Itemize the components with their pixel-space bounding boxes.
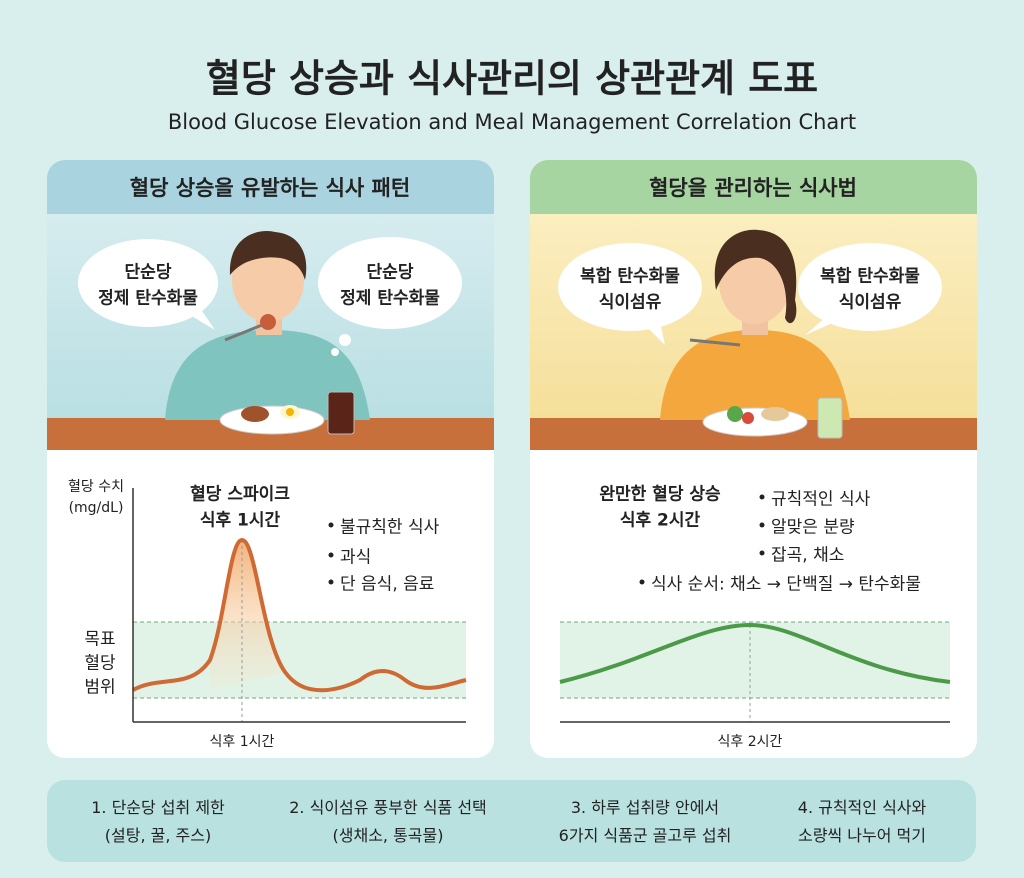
bullet: 단 음식, 음료 (340, 574, 435, 595)
x-label: 식후 2시간 (717, 734, 783, 750)
tip: 2. 식이섬유 풍부한 식품 선택 (289, 798, 487, 817)
bullet: 알맞은 분량 (771, 517, 855, 538)
title: 혈당 상승과 식사관리의 상관관계 도표 (205, 56, 819, 101)
bubble-text: 식이섬유 (598, 292, 662, 313)
bullet: 불규칙한 식사 (340, 517, 440, 538)
target-label: 범위 (84, 677, 116, 698)
tip: 4. 규칙적인 식사와 (797, 798, 927, 817)
tip: (설탕, 꿀, 주스) (104, 826, 212, 845)
peak-label: 혈당 스파이크 (190, 484, 290, 505)
y-label: 혈당 수치 (68, 479, 124, 495)
bullet: 잡곡, 채소 (771, 545, 845, 566)
subtitle: Blood Glucose Elevation and Meal Managem… (167, 110, 857, 134)
bubble-text: 복합 탄수화물 (580, 266, 680, 287)
panel-title: 혈당 상승을 유발하는 식사 패턴 (129, 176, 411, 200)
bubble-text: 정제 탄수화물 (340, 288, 440, 309)
tip: (생채소, 통곡물) (332, 826, 444, 845)
tips-strip (47, 780, 976, 862)
right-panel (530, 160, 977, 758)
tip: 6가지 식품군 골고루 섭취 (558, 826, 732, 845)
peak-label: 식후 1시간 (199, 510, 281, 531)
bubble-text: 정제 탄수화물 (98, 288, 198, 309)
bubble-text: 식이섬유 (838, 292, 902, 313)
bullet: 식사 순서: 채소 → 단백질 → 탄수화물 (651, 574, 921, 595)
peak-label: 완만한 혈당 상승 (599, 484, 721, 505)
tip: 1. 단순당 섭취 제한 (91, 798, 225, 817)
peak-label: 식후 2시간 (619, 510, 701, 531)
panel-title: 혈당을 관리하는 식사법 (649, 176, 857, 200)
bubble-text: 단순당 (124, 262, 172, 283)
x-label: 식후 1시간 (209, 734, 275, 750)
bubble-text: 복합 탄수화물 (820, 266, 920, 287)
target-label: 혈당 (84, 653, 116, 674)
left-panel (47, 160, 494, 758)
bullet: 규칙적인 식사 (771, 489, 871, 510)
bullet: 과식 (340, 547, 372, 568)
tip: 소량씩 나누어 먹기 (798, 826, 926, 845)
bubble-text: 단순당 (366, 262, 414, 283)
y-label: (mg/dL) (68, 500, 124, 516)
tip: 3. 하루 섭취량 안에서 (570, 798, 720, 817)
target-label: 목표 (84, 629, 116, 650)
